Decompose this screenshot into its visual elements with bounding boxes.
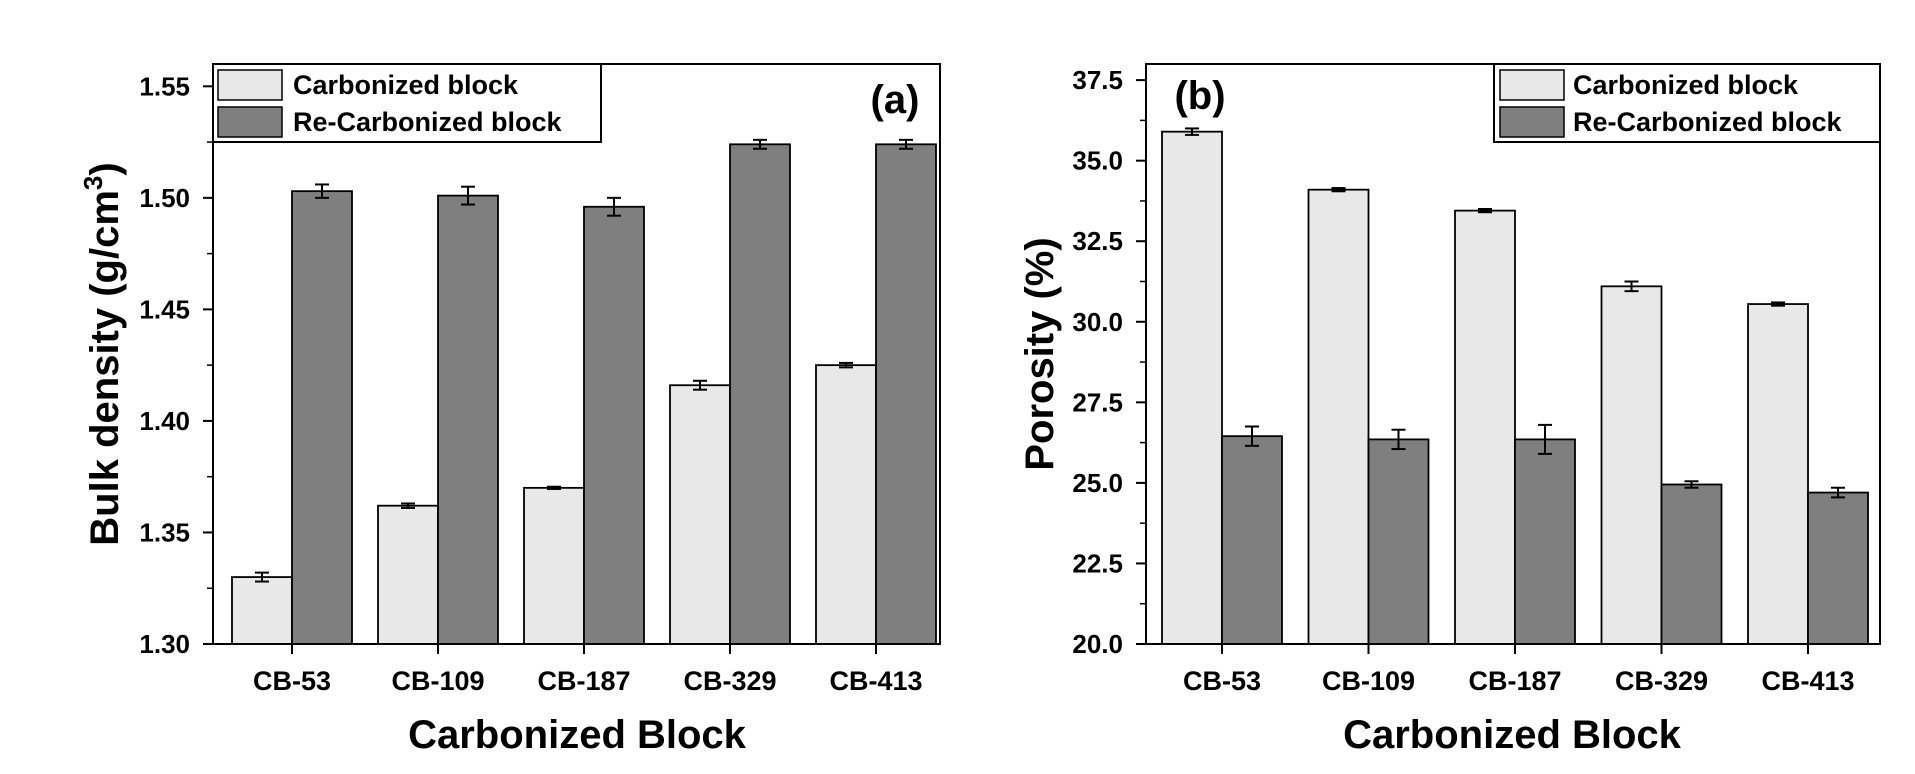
panel-b-bar-carbonized: [1600, 285, 1663, 645]
panel-b-legend-label-carbonized: Carbonized block: [1573, 70, 1799, 100]
panel-a-xtick-label: CB-329: [683, 666, 776, 696]
panel-a-ytick-label: 1.55: [139, 71, 190, 101]
panel-a-ytick-label: 1.50: [139, 183, 190, 213]
panel-b-bar-carbonized: [1161, 130, 1223, 645]
panel-b-ylabel: Porosity (%): [1018, 237, 1062, 470]
panel-a-ytick-label: 1.40: [139, 406, 190, 436]
panel-a: 1.30 1.35 1.40 1.45 1.50 1.55 CB-53 CB-109 CB-18…: [78, 63, 941, 757]
panel-b-ytick-label: 35.0: [1072, 146, 1123, 176]
panel-b-bar-carbonized: [1454, 209, 1516, 645]
panel-a-bar-recarbonized: [291, 190, 353, 645]
panel-b-ytick-label: 22.5: [1072, 548, 1123, 578]
panel-a-bar-carbonized: [231, 576, 293, 645]
panel-b-legend: Carbonized block Re-Carbonized block: [1493, 63, 1881, 143]
panel-b-ytick-label: 32.5: [1072, 226, 1123, 256]
panel-a-bar-carbonized: [815, 364, 877, 645]
panel-a-bar-recarbonized: [437, 194, 499, 645]
panel-a-bar-recarbonized: [729, 143, 791, 645]
panel-b-xlabel: Carbonized Block: [1343, 713, 1682, 757]
panel-a-legend-label-carbonized: Carbonized block: [293, 70, 519, 100]
panel-a-plot: 1.30 1.35 1.40 1.45 1.50 1.55 CB-53 CB-109 CB-18…: [139, 71, 937, 696]
panel-b-legend-swatch-carbonized: [1499, 69, 1565, 101]
panel-b-ytick-label: 30.0: [1072, 307, 1123, 337]
panel-a-legend-swatch-carbonized: [217, 69, 283, 101]
panel-b-xtick-label: CB-329: [1615, 666, 1708, 696]
panel-b-xtick-label: CB-187: [1468, 666, 1561, 696]
panel-a-xtick-label: CB-109: [391, 666, 484, 696]
panel-b-bar-recarbonized: [1514, 438, 1576, 645]
panel-a-bar-recarbonized: [583, 205, 645, 645]
panel-b-ytick-label: 27.5: [1072, 387, 1123, 417]
panel-b-label: (b): [1174, 74, 1225, 118]
panel-a-legend-label-recarbonized: Re-Carbonized block: [293, 107, 563, 137]
panel-b-bar-recarbonized: [1367, 438, 1430, 645]
panel-a-xtick-label: CB-413: [829, 666, 922, 696]
panel-b-bar-carbonized: [1747, 303, 1809, 645]
panel-b: 20.0 22.5 25.0 27.5 30.0 32.5 35.0 37.5 CB-53 CB-…: [1018, 63, 1881, 757]
panel-a-legend-swatch-recarbonized: [217, 106, 283, 138]
panel-a-ytick-label: 1.30: [139, 629, 190, 659]
panel-b-legend-label-recarbonized: Re-Carbonized block: [1573, 107, 1843, 137]
panel-b-bar-recarbonized: [1807, 491, 1869, 645]
panel-a-ylabel: Bulk density (g/cm3): [78, 162, 127, 545]
panel-a-xtick-label: CB-53: [253, 666, 331, 696]
panel-a-ytick-label: 1.45: [139, 294, 190, 324]
panel-a-ytick-label: 1.35: [139, 517, 190, 547]
panel-a-bar-carbonized: [669, 384, 731, 645]
panel-b-bar-recarbonized: [1221, 435, 1283, 645]
panel-b-plot: 20.0 22.5 25.0 27.5 30.0 32.5 35.0 37.5 CB-53 CB-…: [1072, 65, 1869, 696]
panel-b-legend-swatch-recarbonized: [1499, 106, 1565, 138]
panel-a-legend: Carbonized block Re-Carbonized block: [212, 63, 602, 143]
panel-a-bar-carbonized: [523, 486, 585, 645]
panel-a-bar-carbonized: [377, 504, 439, 645]
panel-a-xtick-label: CB-187: [537, 666, 630, 696]
panel-b-ytick-label: 25.0: [1072, 468, 1123, 498]
panel-b-bar-carbonized: [1307, 188, 1370, 645]
panel-b-xtick-label: CB-109: [1322, 666, 1415, 696]
panel-a-label: (a): [871, 78, 920, 122]
panel-b-bar-recarbonized: [1660, 483, 1723, 645]
panel-b-ytick-label: 37.5: [1072, 65, 1123, 95]
panel-b-xtick-label: CB-53: [1183, 666, 1261, 696]
panel-a-bar-recarbonized: [875, 143, 937, 645]
panel-a-ylabel-sup: 3: [78, 176, 108, 190]
panel-b-xtick-label: CB-413: [1761, 666, 1854, 696]
panel-a-ylabel-main: Bulk density (g/cm: [83, 190, 127, 546]
panel-a-xlabel: Carbonized Block: [408, 713, 747, 757]
panel-a-ylabel-close: ): [83, 162, 127, 175]
panel-b-ytick-label: 20.0: [1072, 629, 1123, 659]
